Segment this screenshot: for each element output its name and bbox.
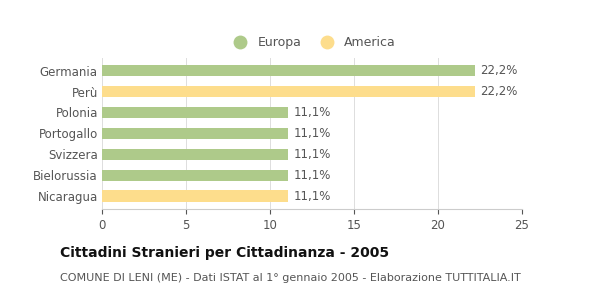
Text: 22,2%: 22,2% (480, 85, 517, 98)
Text: Cittadini Stranieri per Cittadinanza - 2005: Cittadini Stranieri per Cittadinanza - 2… (60, 246, 389, 260)
Legend: Europa, America: Europa, America (223, 31, 401, 54)
Text: 11,1%: 11,1% (293, 148, 331, 161)
Bar (102, 169, 289, 181)
Bar (102, 65, 475, 76)
Bar (102, 128, 289, 139)
Text: 22,2%: 22,2% (480, 64, 517, 77)
Bar (102, 148, 289, 160)
Bar (102, 191, 289, 202)
Bar (102, 86, 475, 97)
Bar (102, 107, 289, 118)
Text: 11,1%: 11,1% (293, 169, 331, 182)
Text: 11,1%: 11,1% (293, 190, 331, 203)
Text: 11,1%: 11,1% (293, 106, 331, 119)
Text: 11,1%: 11,1% (293, 127, 331, 140)
Text: COMUNE DI LENI (ME) - Dati ISTAT al 1° gennaio 2005 - Elaborazione TUTTITALIA.IT: COMUNE DI LENI (ME) - Dati ISTAT al 1° g… (60, 273, 521, 283)
